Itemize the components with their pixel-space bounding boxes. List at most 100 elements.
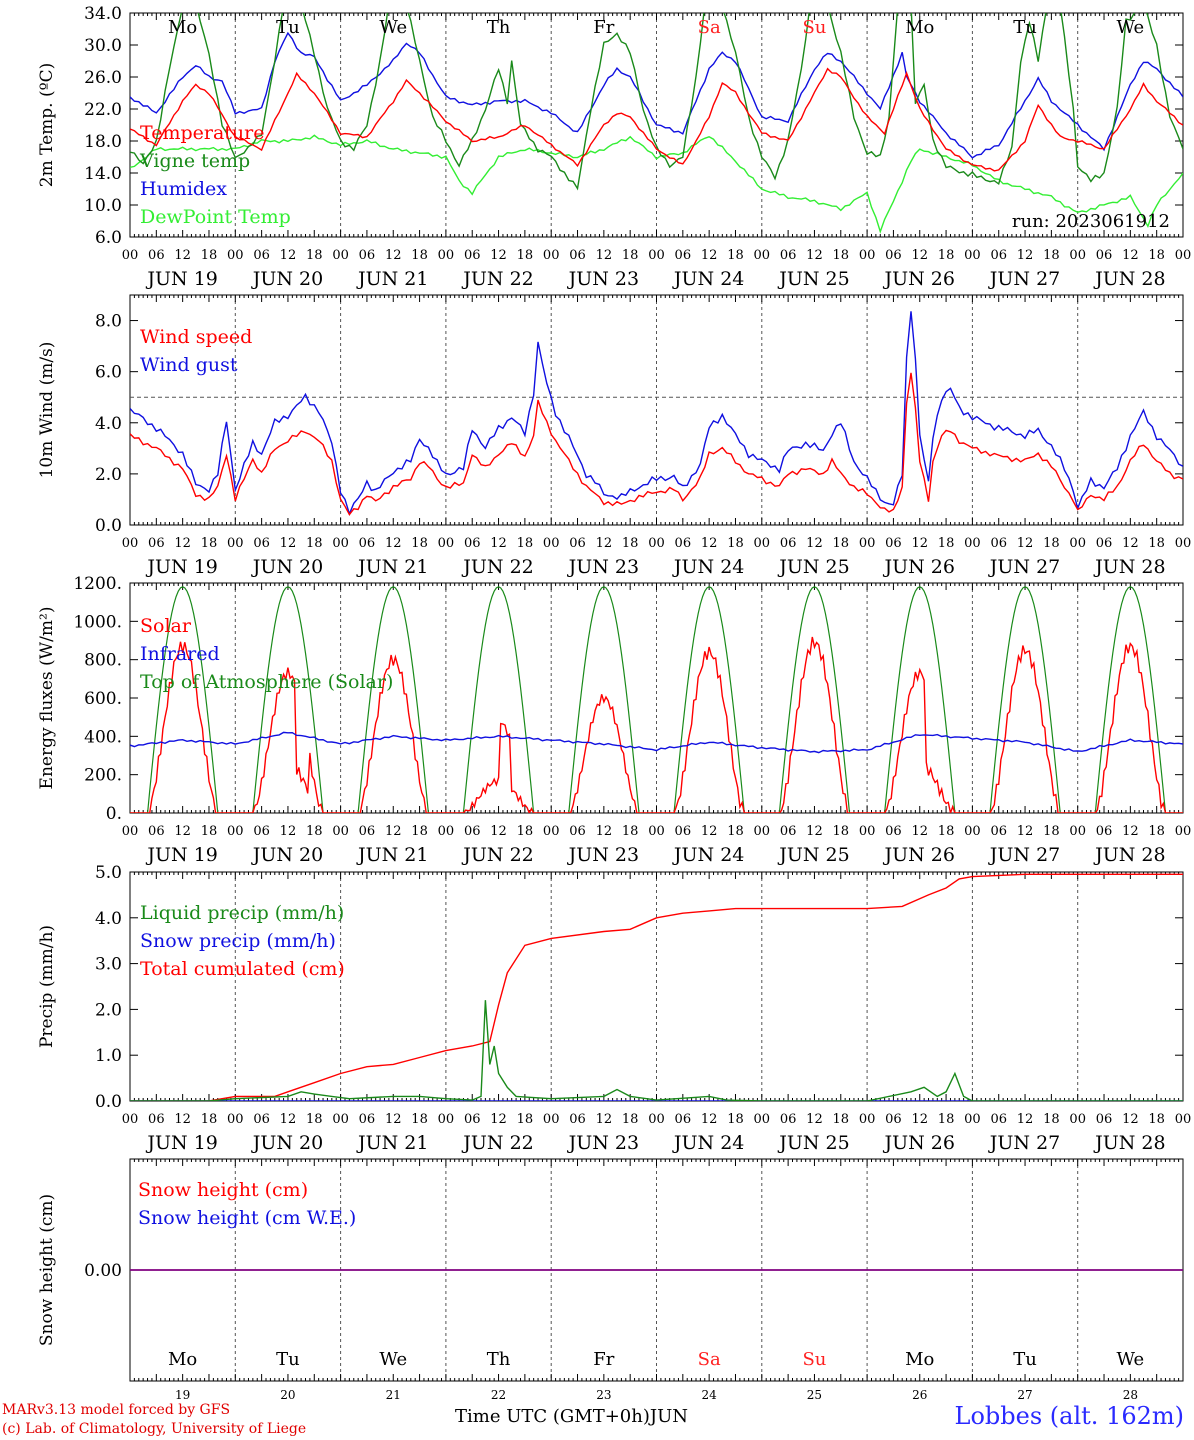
series-temperature bbox=[130, 67, 1183, 172]
date-label: JUN 28 bbox=[1093, 268, 1165, 290]
hour-tick-label: 00 bbox=[227, 248, 244, 263]
hour-tick-label: 18 bbox=[1148, 248, 1165, 263]
time-axis-label: Time UTC (GMT+0h) bbox=[455, 1406, 650, 1427]
panel-4: 0.0 1.0 2.0 3.0 4.0 5.0 Precip (mm/h) Liquid pr… bbox=[37, 863, 1191, 1154]
hour-tick-label: 06 bbox=[885, 1112, 902, 1127]
series-wind-gust bbox=[130, 311, 1183, 516]
hour-tick-label: 18 bbox=[1148, 824, 1165, 839]
hour-tick-label: 06 bbox=[359, 824, 376, 839]
hour-tick-label: 18 bbox=[727, 248, 744, 263]
y-tick-label: 6.0 bbox=[95, 363, 122, 383]
day-name: Sa bbox=[698, 17, 721, 38]
hour-tick-label: 00 bbox=[543, 1112, 560, 1127]
hour-tick-label: 12 bbox=[911, 248, 928, 263]
plot-area bbox=[130, 13, 1183, 234]
hour-tick-label: 06 bbox=[1096, 1112, 1113, 1127]
hour-tick-label: 06 bbox=[148, 824, 165, 839]
day-number: 28 bbox=[1123, 1388, 1138, 1402]
y-axis-title: 10m Wind (m/s) bbox=[37, 342, 57, 479]
hour-tick-label: 12 bbox=[490, 824, 507, 839]
day-number: 25 bbox=[807, 1388, 822, 1402]
hour-tick-label: 18 bbox=[201, 824, 218, 839]
hour-tick-label: 12 bbox=[1017, 248, 1034, 263]
hour-tick-label: 12 bbox=[280, 824, 297, 839]
hour-tick-label: 18 bbox=[833, 1112, 850, 1127]
y-tick-label: 34.0 bbox=[84, 4, 122, 24]
hour-tick-label: 18 bbox=[306, 1112, 323, 1127]
hour-tick-label: 18 bbox=[1043, 824, 1060, 839]
hour-tick-label: 12 bbox=[1017, 824, 1034, 839]
date-label: JUN 24 bbox=[672, 1132, 744, 1154]
day-name: Tu bbox=[276, 1349, 300, 1370]
hour-tick-label: 00 bbox=[122, 1112, 139, 1127]
y-tick-label: 5.0 bbox=[95, 863, 122, 883]
hour-tick-label: 06 bbox=[675, 248, 692, 263]
hour-tick-label: 18 bbox=[622, 248, 639, 263]
day-number: 20 bbox=[280, 1388, 295, 1402]
hour-tick-label: 12 bbox=[701, 248, 718, 263]
hour-tick-label: 00 bbox=[859, 536, 876, 551]
hour-tick-label: 12 bbox=[806, 536, 823, 551]
date-label: JUN 26 bbox=[883, 556, 955, 578]
date-label: JUN 26 bbox=[883, 1132, 955, 1154]
hour-tick-label: 18 bbox=[517, 1112, 534, 1127]
hour-tick-label: 00 bbox=[438, 248, 455, 263]
plot-area bbox=[130, 586, 1183, 813]
date-label: JUN 28 bbox=[1093, 556, 1165, 578]
model-credit: MARv3.13 model forced by GFS bbox=[2, 1402, 231, 1418]
hour-tick-label: 12 bbox=[490, 1112, 507, 1127]
hour-tick-label: 18 bbox=[201, 536, 218, 551]
date-label: JUN 27 bbox=[988, 556, 1060, 578]
legend-entry: Temperature bbox=[140, 122, 264, 144]
hour-tick-label: 06 bbox=[464, 248, 481, 263]
y-axis-title: 2m Temp. (ºC) bbox=[37, 63, 57, 188]
day-name: Mo bbox=[905, 17, 934, 38]
date-label: JUN 21 bbox=[356, 1132, 428, 1154]
y-tick-label: 26.0 bbox=[84, 68, 122, 88]
hour-tick-label: 06 bbox=[464, 824, 481, 839]
date-label: JUN 23 bbox=[567, 556, 639, 578]
hour-tick-label: 18 bbox=[833, 248, 850, 263]
hour-tick-label: 12 bbox=[280, 248, 297, 263]
hour-tick-label: 06 bbox=[253, 1112, 270, 1127]
day-number: 19 bbox=[175, 1388, 190, 1402]
hour-tick-label: 18 bbox=[833, 824, 850, 839]
date-label: JUN 26 bbox=[883, 844, 955, 866]
hour-tick-label: 18 bbox=[517, 536, 534, 551]
hour-tick-label: 06 bbox=[780, 824, 797, 839]
hour-tick-label: 00 bbox=[964, 536, 981, 551]
hour-tick-label: 00 bbox=[754, 824, 771, 839]
hour-tick-label: 18 bbox=[306, 824, 323, 839]
y-tick-label: 22.0 bbox=[84, 100, 122, 120]
hour-tick-label: 00 bbox=[754, 536, 771, 551]
date-label: JUN 23 bbox=[567, 1132, 639, 1154]
hour-tick-label: 00 bbox=[964, 1112, 981, 1127]
y-tick-label: 10.0 bbox=[84, 196, 122, 216]
hour-tick-label: 18 bbox=[938, 248, 955, 263]
date-label: JUN 27 bbox=[988, 268, 1060, 290]
hour-tick-label: 00 bbox=[438, 1112, 455, 1127]
hour-tick-label: 00 bbox=[859, 248, 876, 263]
hour-tick-label: 00 bbox=[648, 1112, 665, 1127]
date-label: JUN 20 bbox=[251, 268, 323, 290]
y-tick-label: 1000. bbox=[73, 612, 122, 632]
hour-tick-label: 12 bbox=[280, 1112, 297, 1127]
hour-tick-label: 18 bbox=[938, 824, 955, 839]
hour-tick-label: 12 bbox=[701, 824, 718, 839]
day-name: Su bbox=[802, 1349, 826, 1370]
day-name: Th bbox=[487, 1349, 511, 1370]
date-label: JUN 19 bbox=[145, 556, 217, 578]
date-label: JUN 20 bbox=[251, 844, 323, 866]
day-name: Fr bbox=[593, 17, 614, 38]
legend-entry: DewPoint Temp bbox=[140, 206, 291, 228]
legend-entry: Snow height (cm W.E.) bbox=[138, 1207, 356, 1229]
hour-tick-label: 06 bbox=[253, 824, 270, 839]
hour-tick-label: 18 bbox=[1043, 248, 1060, 263]
day-name: We bbox=[379, 17, 407, 38]
hour-tick-label: 18 bbox=[622, 1112, 639, 1127]
hour-tick-label: 18 bbox=[622, 824, 639, 839]
y-tick-label: 200. bbox=[84, 766, 122, 786]
hour-tick-label: 06 bbox=[780, 248, 797, 263]
day-number: 21 bbox=[386, 1388, 401, 1402]
